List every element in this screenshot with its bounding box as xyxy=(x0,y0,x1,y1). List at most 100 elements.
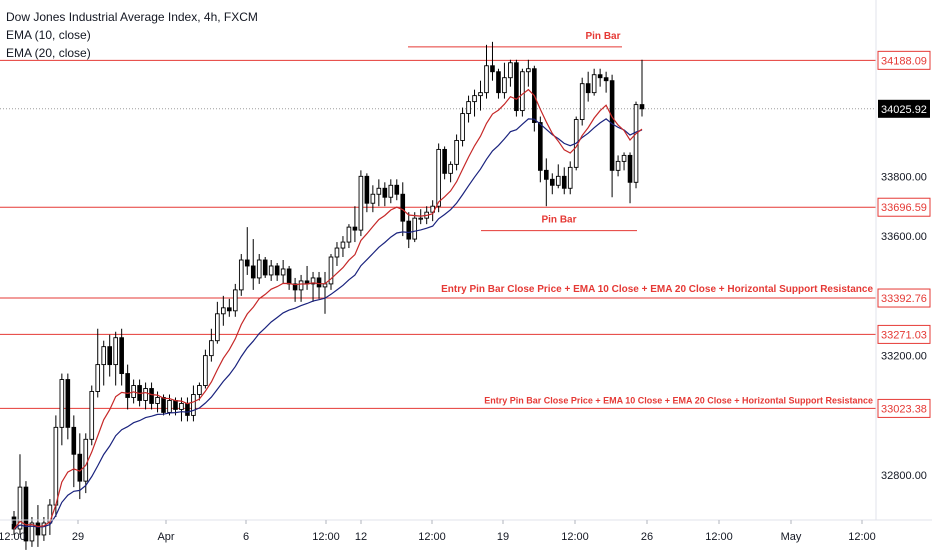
candle-body xyxy=(215,313,220,342)
candle-body xyxy=(298,280,304,291)
candle-body xyxy=(633,104,639,183)
candle xyxy=(262,257,268,278)
ema10-legend[interactable]: EMA (10, close) xyxy=(6,28,91,42)
candle xyxy=(502,62,507,99)
candle xyxy=(561,167,567,195)
candle-body xyxy=(197,385,202,395)
candle-body xyxy=(262,259,268,276)
price-axis[interactable]: 34188.09 33696.59 33392.76 33271.03 33023.38… xyxy=(877,50,931,482)
entry-note-lower: Entry Pin Bar Close Price + EMA 10 Close… xyxy=(484,395,873,405)
y-tick-label: 32800.00 xyxy=(881,470,927,482)
candle xyxy=(185,397,190,422)
candle-body xyxy=(460,113,465,141)
candle xyxy=(23,481,29,550)
candle-body xyxy=(502,77,507,94)
candle xyxy=(29,517,35,547)
candle-body xyxy=(244,259,250,267)
candle-body xyxy=(310,277,316,285)
x-tick-label: 26 xyxy=(641,531,653,543)
ema20-legend[interactable]: EMA (20, close) xyxy=(6,46,91,60)
candle-body xyxy=(221,307,226,315)
candle-body xyxy=(496,71,501,94)
candle-body xyxy=(191,394,196,416)
y-tick-label: 33600.00 xyxy=(881,231,927,243)
level-tag: 33271.03 xyxy=(877,324,931,344)
candle-body xyxy=(107,346,112,366)
candle-body xyxy=(274,265,280,276)
candle-body xyxy=(316,277,322,288)
candle-body xyxy=(71,426,77,455)
candle-body xyxy=(41,522,47,536)
candle-body xyxy=(203,355,208,386)
candle xyxy=(65,373,71,440)
candle xyxy=(298,274,304,302)
candle-body xyxy=(382,187,388,198)
candle-body xyxy=(292,283,298,291)
candle xyxy=(412,212,418,243)
candle xyxy=(340,236,346,258)
level-tag-box xyxy=(877,50,931,70)
candle xyxy=(215,301,220,344)
level-tag: 33392.76 xyxy=(877,288,931,308)
level-tag-label: 33023.38 xyxy=(881,403,927,415)
candle xyxy=(549,173,555,195)
candle-body xyxy=(119,337,124,375)
chart-legend: Dow Jones Industrial Average Index, 4h, … xyxy=(6,8,258,62)
candle-body xyxy=(555,175,561,186)
candle xyxy=(609,74,615,198)
x-tick-label: 12:00 xyxy=(312,531,340,543)
candle-body xyxy=(113,337,118,366)
candle-body xyxy=(442,148,447,174)
candle xyxy=(256,254,262,284)
candle xyxy=(484,44,489,99)
time-axis[interactable]: 12:00 29 Apr 6 12:00 12 12:00 19 12:00 26 12:00 May… xyxy=(0,520,876,543)
candle xyxy=(538,116,543,183)
candle xyxy=(615,155,621,177)
candle xyxy=(47,499,53,535)
candle-body xyxy=(597,74,603,79)
candle xyxy=(394,179,400,201)
candle xyxy=(280,260,286,284)
level-tag-label: 33696.59 xyxy=(881,202,927,214)
pin-bar-top-label: Pin Bar xyxy=(585,31,620,42)
candle-body xyxy=(388,184,394,198)
candle xyxy=(555,164,561,189)
candle xyxy=(119,328,124,386)
candle xyxy=(585,71,591,102)
candle-body xyxy=(352,226,358,231)
candle xyxy=(466,95,471,123)
candle-body xyxy=(418,217,424,220)
candle xyxy=(316,271,322,299)
candle-body xyxy=(591,74,597,94)
chart-annotations: Pin Bar Pin Bar Entry Pin Bar Close Price … xyxy=(408,31,873,405)
candle xyxy=(633,101,639,189)
candle-body xyxy=(514,62,519,112)
candle xyxy=(454,134,459,171)
candle xyxy=(244,227,250,275)
level-tag: 34188.09 xyxy=(877,50,931,70)
candle-body xyxy=(328,256,334,285)
candle xyxy=(197,382,202,401)
pin-bar-bottom-label: Pin Bar xyxy=(541,215,576,226)
candle-body xyxy=(358,175,364,231)
candle-body xyxy=(143,388,148,401)
level-tag: 33023.38 xyxy=(877,398,931,418)
candle xyxy=(639,59,645,117)
candle-body xyxy=(490,65,495,73)
candle xyxy=(496,68,501,99)
y-tick-label: 33800.00 xyxy=(881,171,927,183)
level-tag-box xyxy=(877,197,931,217)
candle-body xyxy=(238,259,244,291)
candle-body xyxy=(125,373,130,398)
candle xyxy=(107,334,112,377)
symbol-title[interactable]: Dow Jones Industrial Average Index, 4h, … xyxy=(6,10,258,24)
x-tick-label: 12:00 xyxy=(0,531,26,543)
x-tick-label: 12:00 xyxy=(418,531,446,543)
current-price-tag: 34025.92 xyxy=(878,99,930,118)
candle-body xyxy=(406,220,412,240)
candle-body xyxy=(47,504,53,524)
level-tag-box xyxy=(877,288,931,308)
candle xyxy=(304,265,310,290)
candle-body xyxy=(561,175,567,189)
